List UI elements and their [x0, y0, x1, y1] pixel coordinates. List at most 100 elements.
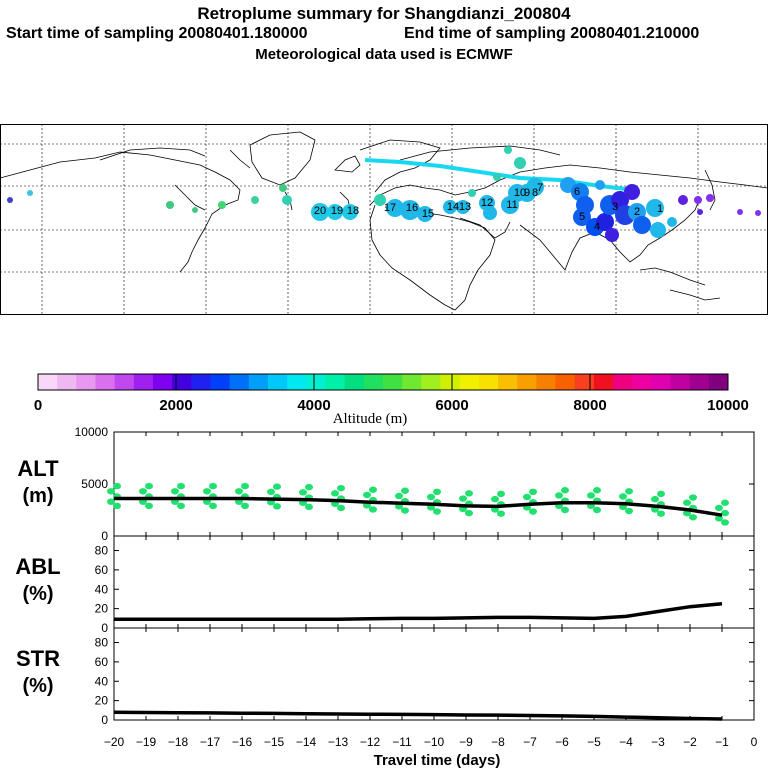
altitude-point	[593, 506, 601, 514]
altitude-point	[267, 488, 275, 495]
altitude-point	[689, 514, 697, 521]
altitude-point	[337, 484, 345, 492]
plume-circle-46	[595, 180, 605, 190]
altitude-point	[107, 488, 115, 495]
colorbar-swatch-6	[153, 374, 173, 390]
xtick-label--19: −19	[136, 735, 157, 749]
colorbar-swatch-17	[363, 374, 384, 390]
map-coastline-10	[519, 197, 701, 271]
plume-circle-26	[493, 173, 501, 181]
altitude-point	[427, 493, 435, 501]
colorbar-swatch-16	[344, 374, 365, 390]
altitude-point	[171, 488, 179, 495]
map-day-label-5: 5	[579, 211, 585, 223]
panel-abl: 0 20 40 60 80 ABL (%)	[15, 535, 755, 635]
plume-circle-11	[374, 194, 386, 206]
met-data-label: Meteorological data used is ECMWF	[255, 46, 513, 63]
colorbar-tick-0: 0	[34, 397, 42, 414]
plume-circle-36	[624, 184, 640, 200]
start-time-label: Start time of sampling 20080401.180000	[6, 25, 308, 42]
plume-circle-19	[483, 206, 497, 220]
xtick-label--8: −8	[491, 735, 505, 749]
altitude-point	[721, 519, 729, 526]
colorbar-swatch-13	[287, 374, 307, 390]
plume-circle-1	[27, 190, 33, 196]
colorbar-tick-6000: 6000	[435, 397, 468, 414]
altitude-point	[305, 483, 313, 491]
altitude-point	[401, 487, 409, 494]
altitude-point	[139, 488, 147, 495]
plume-circle-13	[400, 200, 420, 220]
map-coastline-8	[369, 204, 496, 311]
map-coastline-1	[99, 147, 206, 161]
colorbar-axis-label: Altitude (m)	[333, 411, 408, 427]
colorbar-swatch-1	[57, 374, 77, 390]
altitude-point	[593, 487, 601, 494]
colorbar-swatch-35	[708, 374, 729, 390]
map-coastline-14	[229, 149, 251, 169]
panel-frame-alt	[113, 431, 755, 537]
map-day-label-11: 11	[506, 199, 517, 211]
plume-circle-6	[279, 184, 287, 192]
altitude-point	[177, 502, 185, 510]
xtick-label--14: −14	[296, 735, 317, 749]
x-axis-title: Travel time (days)	[374, 752, 501, 768]
plume-circle-2	[166, 201, 174, 209]
xtick-label-0: 0	[751, 735, 758, 749]
altitude-point	[203, 488, 211, 495]
map-coastline-0	[0, 151, 241, 273]
altitude-point	[529, 508, 537, 515]
xtick-label--3: −3	[651, 735, 665, 749]
colorbar-swatch-34	[689, 374, 710, 390]
colorbar-tick-8000: 8000	[573, 397, 606, 414]
map-day-label-8: 8	[532, 187, 538, 199]
time-series-panels: 0 5000 10000 ALT (m) 0 20 40 60 80 ABL (%) 0 20 40 60 80…	[15, 425, 757, 768]
ytick-label-20: 20	[95, 694, 109, 708]
ytick-label-80: 80	[95, 636, 109, 650]
altitude-point	[683, 499, 691, 506]
altitude-point	[689, 494, 697, 501]
altitude-point	[433, 488, 441, 495]
colorbar-swatch-28	[574, 374, 595, 390]
altitude-point	[177, 482, 185, 490]
plume-circle-30	[573, 208, 591, 226]
plume-circle-39	[646, 199, 664, 217]
altitude-point	[587, 492, 595, 499]
series-line-abl	[114, 602, 723, 622]
altitude-point	[273, 503, 281, 510]
ytick-label-80: 80	[95, 544, 109, 558]
xtick-label--17: −17	[200, 735, 221, 749]
plume-circle-25	[504, 146, 512, 154]
panel-frame-abl	[113, 535, 755, 629]
altitude-point	[145, 502, 153, 510]
colorbar-tick-2000: 2000	[159, 397, 192, 414]
map-day-label-10: 10	[514, 187, 526, 199]
plume-circle-14	[417, 206, 433, 222]
altitude-point	[497, 490, 505, 498]
xtick-label--2: −2	[683, 735, 697, 749]
colorbar-swatch-7	[172, 374, 192, 390]
xtick-label--5: −5	[587, 735, 601, 749]
colorbar-swatch-5	[133, 374, 154, 390]
plume-circle-8	[311, 203, 329, 221]
plume-circle-10	[342, 204, 358, 220]
altitude-point	[459, 495, 467, 502]
xtick-label--1: −1	[715, 735, 729, 749]
altitude-point	[209, 482, 217, 490]
colorbar-swatch-12	[268, 374, 288, 390]
altitude-point	[145, 482, 153, 490]
altitude-point	[721, 499, 729, 506]
plume-circle-23	[526, 178, 544, 196]
altitude-point	[395, 492, 403, 500]
xtick-label--7: −7	[523, 735, 537, 749]
colorbar-swatch-3	[95, 374, 116, 390]
plume-circle-48	[755, 210, 761, 216]
ytick-label-60: 60	[95, 655, 109, 669]
panel-unit-str: (%)	[22, 675, 53, 697]
altitude-point	[625, 488, 633, 495]
colorbar-swatch-24	[498, 374, 518, 390]
plume-circle-16	[456, 200, 470, 214]
map-day-label-4: 4	[594, 221, 600, 233]
xtick-label--10: −10	[424, 735, 445, 749]
